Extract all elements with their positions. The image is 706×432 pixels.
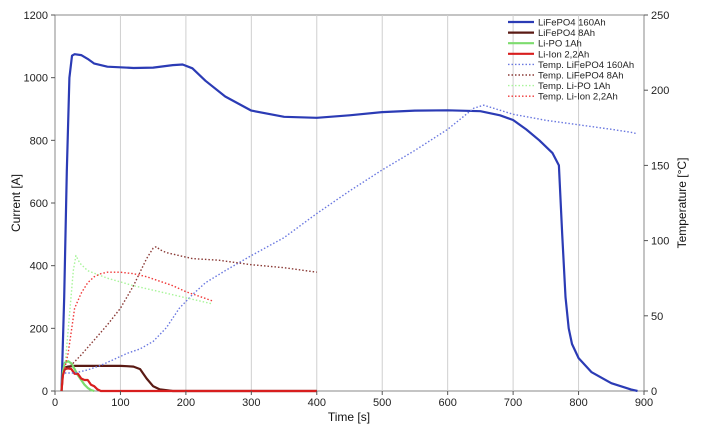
y-tick-label: 400 (30, 261, 48, 273)
y-tick-label: 0 (42, 386, 48, 398)
y-tick-label: 200 (30, 323, 48, 335)
legend-label: Temp. LiFePO4 8Ah (538, 71, 624, 82)
series-group (60, 53, 638, 393)
y2-axis-title: Temperature [°C] (675, 158, 689, 249)
grid-lines (119, 15, 580, 391)
legend-label: LiFePO4 8Ah (538, 28, 595, 39)
x-tick-label: 300 (242, 397, 260, 409)
series-line-7 (64, 271, 213, 369)
y-axis-title: Current [A] (9, 174, 23, 232)
y2-tick-label: 0 (651, 386, 657, 398)
x-tick-label: 800 (569, 397, 587, 409)
x-tick-label: 900 (635, 397, 653, 409)
x-axis-ticks: 0 100 200 300 400 500 600 700 800 900 (52, 391, 653, 409)
x-axis-title: Time [s] (328, 410, 370, 424)
legend-label: Li-Ion 2,2Ah (538, 49, 589, 60)
y2-axis-ticks: 0 50 100 150 200 250 (644, 10, 669, 398)
y2-tick-label: 200 (651, 85, 669, 97)
series-line-0 (60, 53, 638, 393)
series-line-4 (64, 104, 638, 374)
x-tick-label: 600 (438, 397, 456, 409)
x-tick-label: 100 (111, 397, 129, 409)
series-line-3 (60, 367, 317, 393)
legend-label: Temp. Li-PO 1Ah (538, 81, 610, 92)
y2-tick-label: 50 (651, 311, 663, 323)
x-tick-label: 400 (308, 397, 326, 409)
y-axis-ticks: 0 200 400 600 800 1000 1200 (24, 10, 55, 398)
y-tick-label: 600 (30, 198, 48, 210)
x-tick-label: 0 (52, 397, 58, 409)
x-tick-label: 500 (373, 397, 391, 409)
y2-tick-label: 100 (651, 236, 669, 248)
legend-label: LiFePO4 160Ah (538, 18, 606, 29)
y-tick-label: 800 (30, 135, 48, 147)
x-tick-label: 700 (504, 397, 522, 409)
legend-label: Temp. Li-Ion 2,2Ah (538, 92, 618, 103)
y-tick-label: 1200 (24, 10, 48, 22)
series-line-5 (64, 245, 317, 371)
x-tick-label: 200 (177, 397, 195, 409)
y2-tick-label: 150 (651, 160, 669, 172)
y2-tick-label: 250 (651, 10, 669, 22)
legend-label: Temp. LiFePO4 160Ah (538, 60, 634, 71)
y-tick-label: 1000 (24, 73, 48, 85)
legend-label: Li-PO 1Ah (538, 39, 582, 50)
plot-area (54, 14, 645, 392)
